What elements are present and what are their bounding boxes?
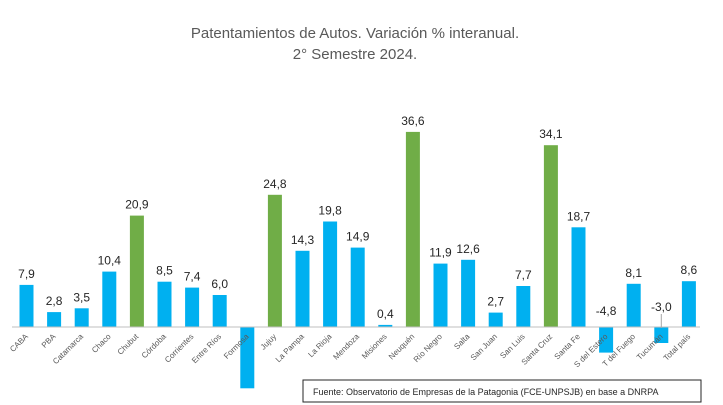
tick-label-san-juan: San Juan [469, 332, 499, 362]
bar-san-luis [516, 286, 531, 327]
bar-pba [47, 312, 62, 327]
value-label-chubut: 20,9 [125, 198, 149, 212]
value-label-santa-cruz: 34,1 [539, 127, 563, 141]
tick-label-jujuy: Jujuy [259, 332, 279, 352]
tick-label-salta: Salta [452, 332, 472, 352]
value-label-pba: 2,8 [46, 294, 63, 308]
value-label-chaco: 10,4 [98, 254, 122, 268]
bar-mendoza [350, 247, 365, 327]
bar-chaco [102, 271, 117, 327]
bar-santa-fe [571, 227, 586, 327]
bar-chubut [129, 215, 144, 327]
tick-label-mendoza: Mendoza [331, 332, 361, 362]
value-label-la-rioja: 19,8 [318, 204, 342, 218]
tick-label-rio-negro: Río Negro [412, 332, 445, 365]
bar-corrientes [185, 287, 200, 327]
value-label-neuquen: 36,6 [401, 114, 425, 128]
bar-salta [461, 259, 476, 327]
chart-subtitle: 2° Semestre 2024. [293, 46, 417, 63]
value-label-caba: 7,9 [18, 267, 35, 281]
bar-entre-rios [212, 295, 227, 327]
value-label-s-del-estero: -4,8 [596, 304, 617, 318]
value-label-corrientes: 7,4 [184, 270, 201, 284]
value-label-cordoba: 8,5 [156, 264, 173, 278]
bar-tucuman [654, 327, 669, 343]
bar-s-del-estero [599, 327, 614, 353]
bar-cordoba [157, 281, 172, 327]
bar-san-juan [488, 312, 503, 327]
value-label-san-juan: 2,7 [487, 295, 504, 309]
bar-la-rioja [323, 221, 338, 327]
source-box [302, 379, 702, 403]
bar-t-del-fuego [626, 283, 641, 327]
bar-misiones [378, 324, 393, 327]
bar-jujuy [267, 194, 282, 327]
tick-label-catamarca: Catamarca [51, 332, 85, 366]
value-label-la-pampa: 14,3 [291, 233, 315, 247]
value-label-entre-rios: 6,0 [211, 277, 228, 291]
tick-label-entre-rios: Entre Ríos [190, 332, 223, 365]
tick-label-la-rioja: La Rioja [306, 332, 334, 360]
tick-label-misiones: Misiones [360, 332, 389, 361]
tick-label-la-pampa: La Pampa [274, 332, 307, 365]
bars-group [19, 131, 696, 389]
source-text: Fuente: Observatorio de Empresas de la P… [313, 387, 659, 397]
bar-catamarca [74, 308, 89, 327]
bar-santa-cruz [543, 145, 558, 327]
value-labels-group: 7,9 2,8 3,5 10,4 20,9 8,5 7,4 6,0 24,8 14,3 19,8 14… [18, 114, 698, 328]
value-label-misiones: 0,4 [377, 307, 394, 321]
bar-neuquen [405, 131, 420, 327]
value-label-tucuman: -3,0 [651, 300, 672, 314]
value-label-catamarca: 3,5 [73, 290, 90, 304]
value-label-mendoza: 14,9 [346, 230, 370, 244]
value-label-san-luis: 7,7 [515, 268, 532, 282]
value-label-rio-negro: 11,9 [429, 246, 452, 260]
value-label-total-pais: 8,6 [681, 263, 698, 277]
bar-total-pais [681, 281, 696, 327]
tick-label-pba: PBA [40, 332, 58, 350]
bar-la-pampa [295, 250, 310, 327]
bar-caba [19, 284, 34, 327]
tick-label-caba: CABA [8, 332, 30, 354]
bar-formosa [240, 327, 255, 389]
value-label-santa-fe: 18,7 [567, 209, 591, 223]
chart-title: Patentamientos de Autos. Variación % int… [191, 25, 519, 42]
source-note: Fuente: Observatorio de Empresas de la P… [302, 379, 702, 403]
value-label-salta: 12,6 [456, 242, 480, 256]
tick-label-chaco: Chaco [90, 332, 113, 355]
value-label-t-del-fuego: 8,1 [625, 266, 642, 280]
value-label-jujuy: 24,8 [263, 177, 287, 191]
tick-label-chubut: Chubut [116, 332, 141, 357]
bar-rio-negro [433, 263, 448, 327]
tick-label-tucuman: Tucumán [635, 332, 665, 362]
